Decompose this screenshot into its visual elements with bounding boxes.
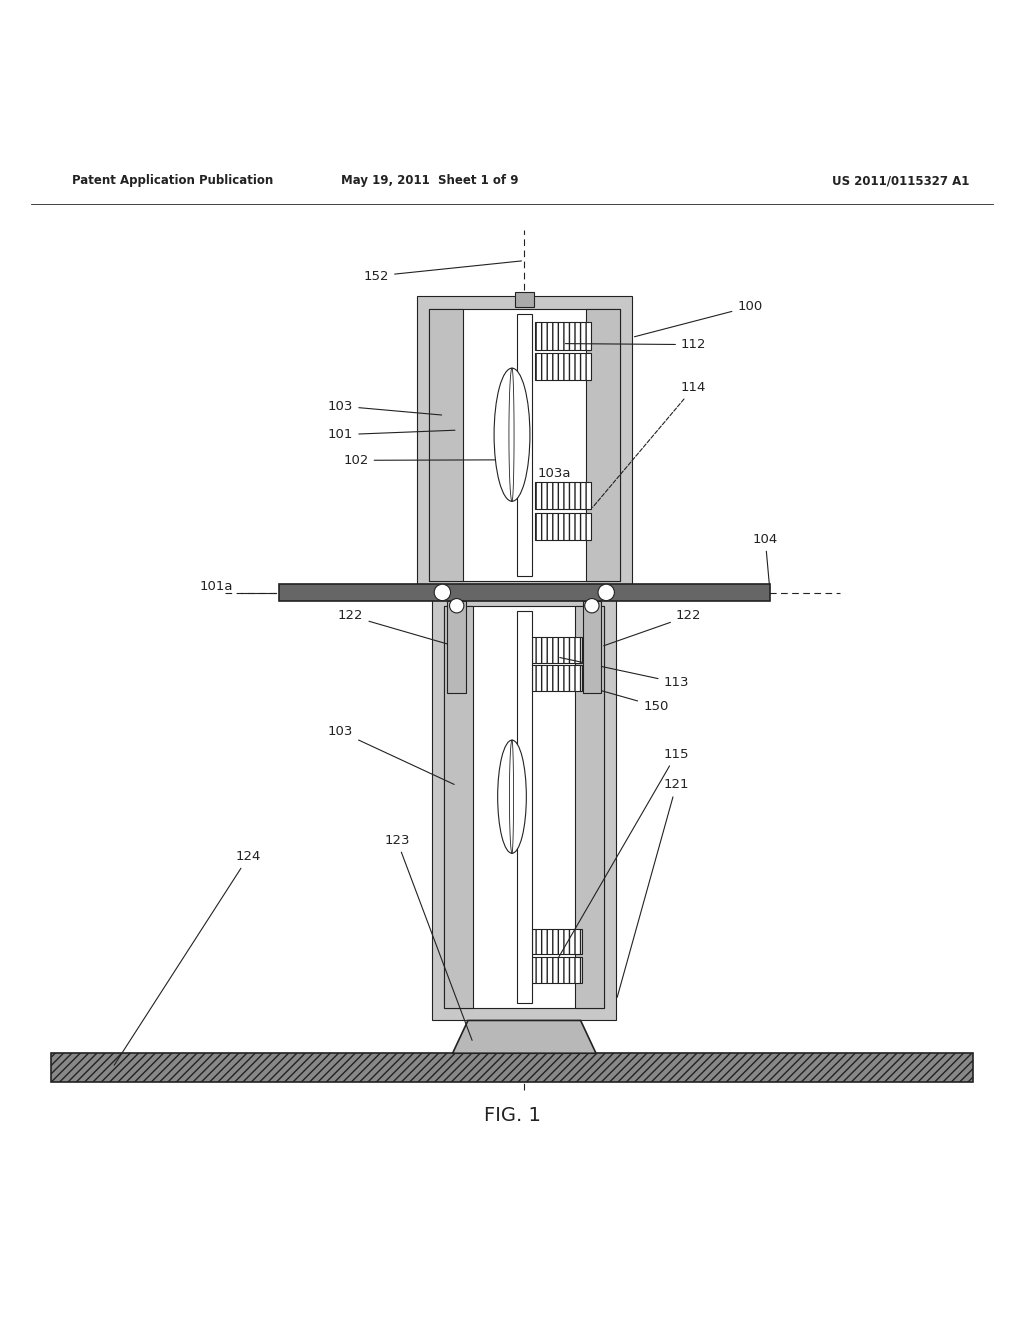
Bar [429, 309, 620, 581]
Text: Patent Application Publication: Patent Application Publication [72, 174, 273, 187]
Text: 152: 152 [364, 261, 521, 282]
Text: 122: 122 [338, 610, 454, 645]
Text: 101: 101 [328, 428, 455, 441]
Bar [535, 322, 591, 350]
Bar [586, 309, 620, 581]
Text: 103: 103 [328, 725, 455, 784]
Bar [444, 606, 473, 1008]
Bar [429, 309, 463, 581]
Text: 101a: 101a [200, 579, 233, 593]
Text: 121: 121 [617, 779, 689, 998]
Circle shape [434, 585, 451, 601]
Bar [517, 314, 532, 576]
Circle shape [598, 585, 614, 601]
Text: 100: 100 [635, 300, 763, 337]
Bar [51, 1053, 973, 1082]
Text: 102: 102 [343, 454, 514, 467]
Text: 103a: 103a [538, 467, 571, 480]
Text: 124: 124 [114, 850, 261, 1065]
Circle shape [585, 598, 599, 612]
Bar [444, 606, 604, 1008]
Text: FIG. 1: FIG. 1 [483, 1106, 541, 1125]
Bar [515, 293, 535, 306]
Bar [532, 665, 582, 690]
Bar [535, 512, 591, 540]
Ellipse shape [494, 368, 530, 502]
Text: US 2011/0115327 A1: US 2011/0115327 A1 [833, 174, 970, 187]
Bar [517, 611, 532, 1003]
Text: 104: 104 [753, 533, 778, 590]
Text: 112: 112 [565, 338, 707, 351]
Bar [447, 601, 466, 693]
Bar [532, 929, 582, 954]
Text: 123: 123 [384, 834, 472, 1040]
Bar [535, 482, 591, 510]
Bar [583, 601, 601, 693]
Text: 150: 150 [585, 686, 669, 713]
Text: 114: 114 [593, 381, 707, 507]
Bar [532, 957, 582, 982]
Text: 103: 103 [328, 400, 441, 414]
Bar [535, 352, 591, 380]
Text: May 19, 2011  Sheet 1 of 9: May 19, 2011 Sheet 1 of 9 [341, 174, 519, 187]
Ellipse shape [498, 741, 526, 853]
Bar [417, 297, 632, 594]
Bar [432, 594, 616, 1020]
Circle shape [450, 598, 464, 612]
Polygon shape [453, 1020, 596, 1053]
Text: 115: 115 [558, 747, 689, 957]
Bar [575, 606, 604, 1008]
Bar [279, 585, 770, 601]
Text: 122: 122 [604, 610, 701, 645]
Bar [532, 638, 582, 663]
Text: 113: 113 [560, 657, 689, 689]
